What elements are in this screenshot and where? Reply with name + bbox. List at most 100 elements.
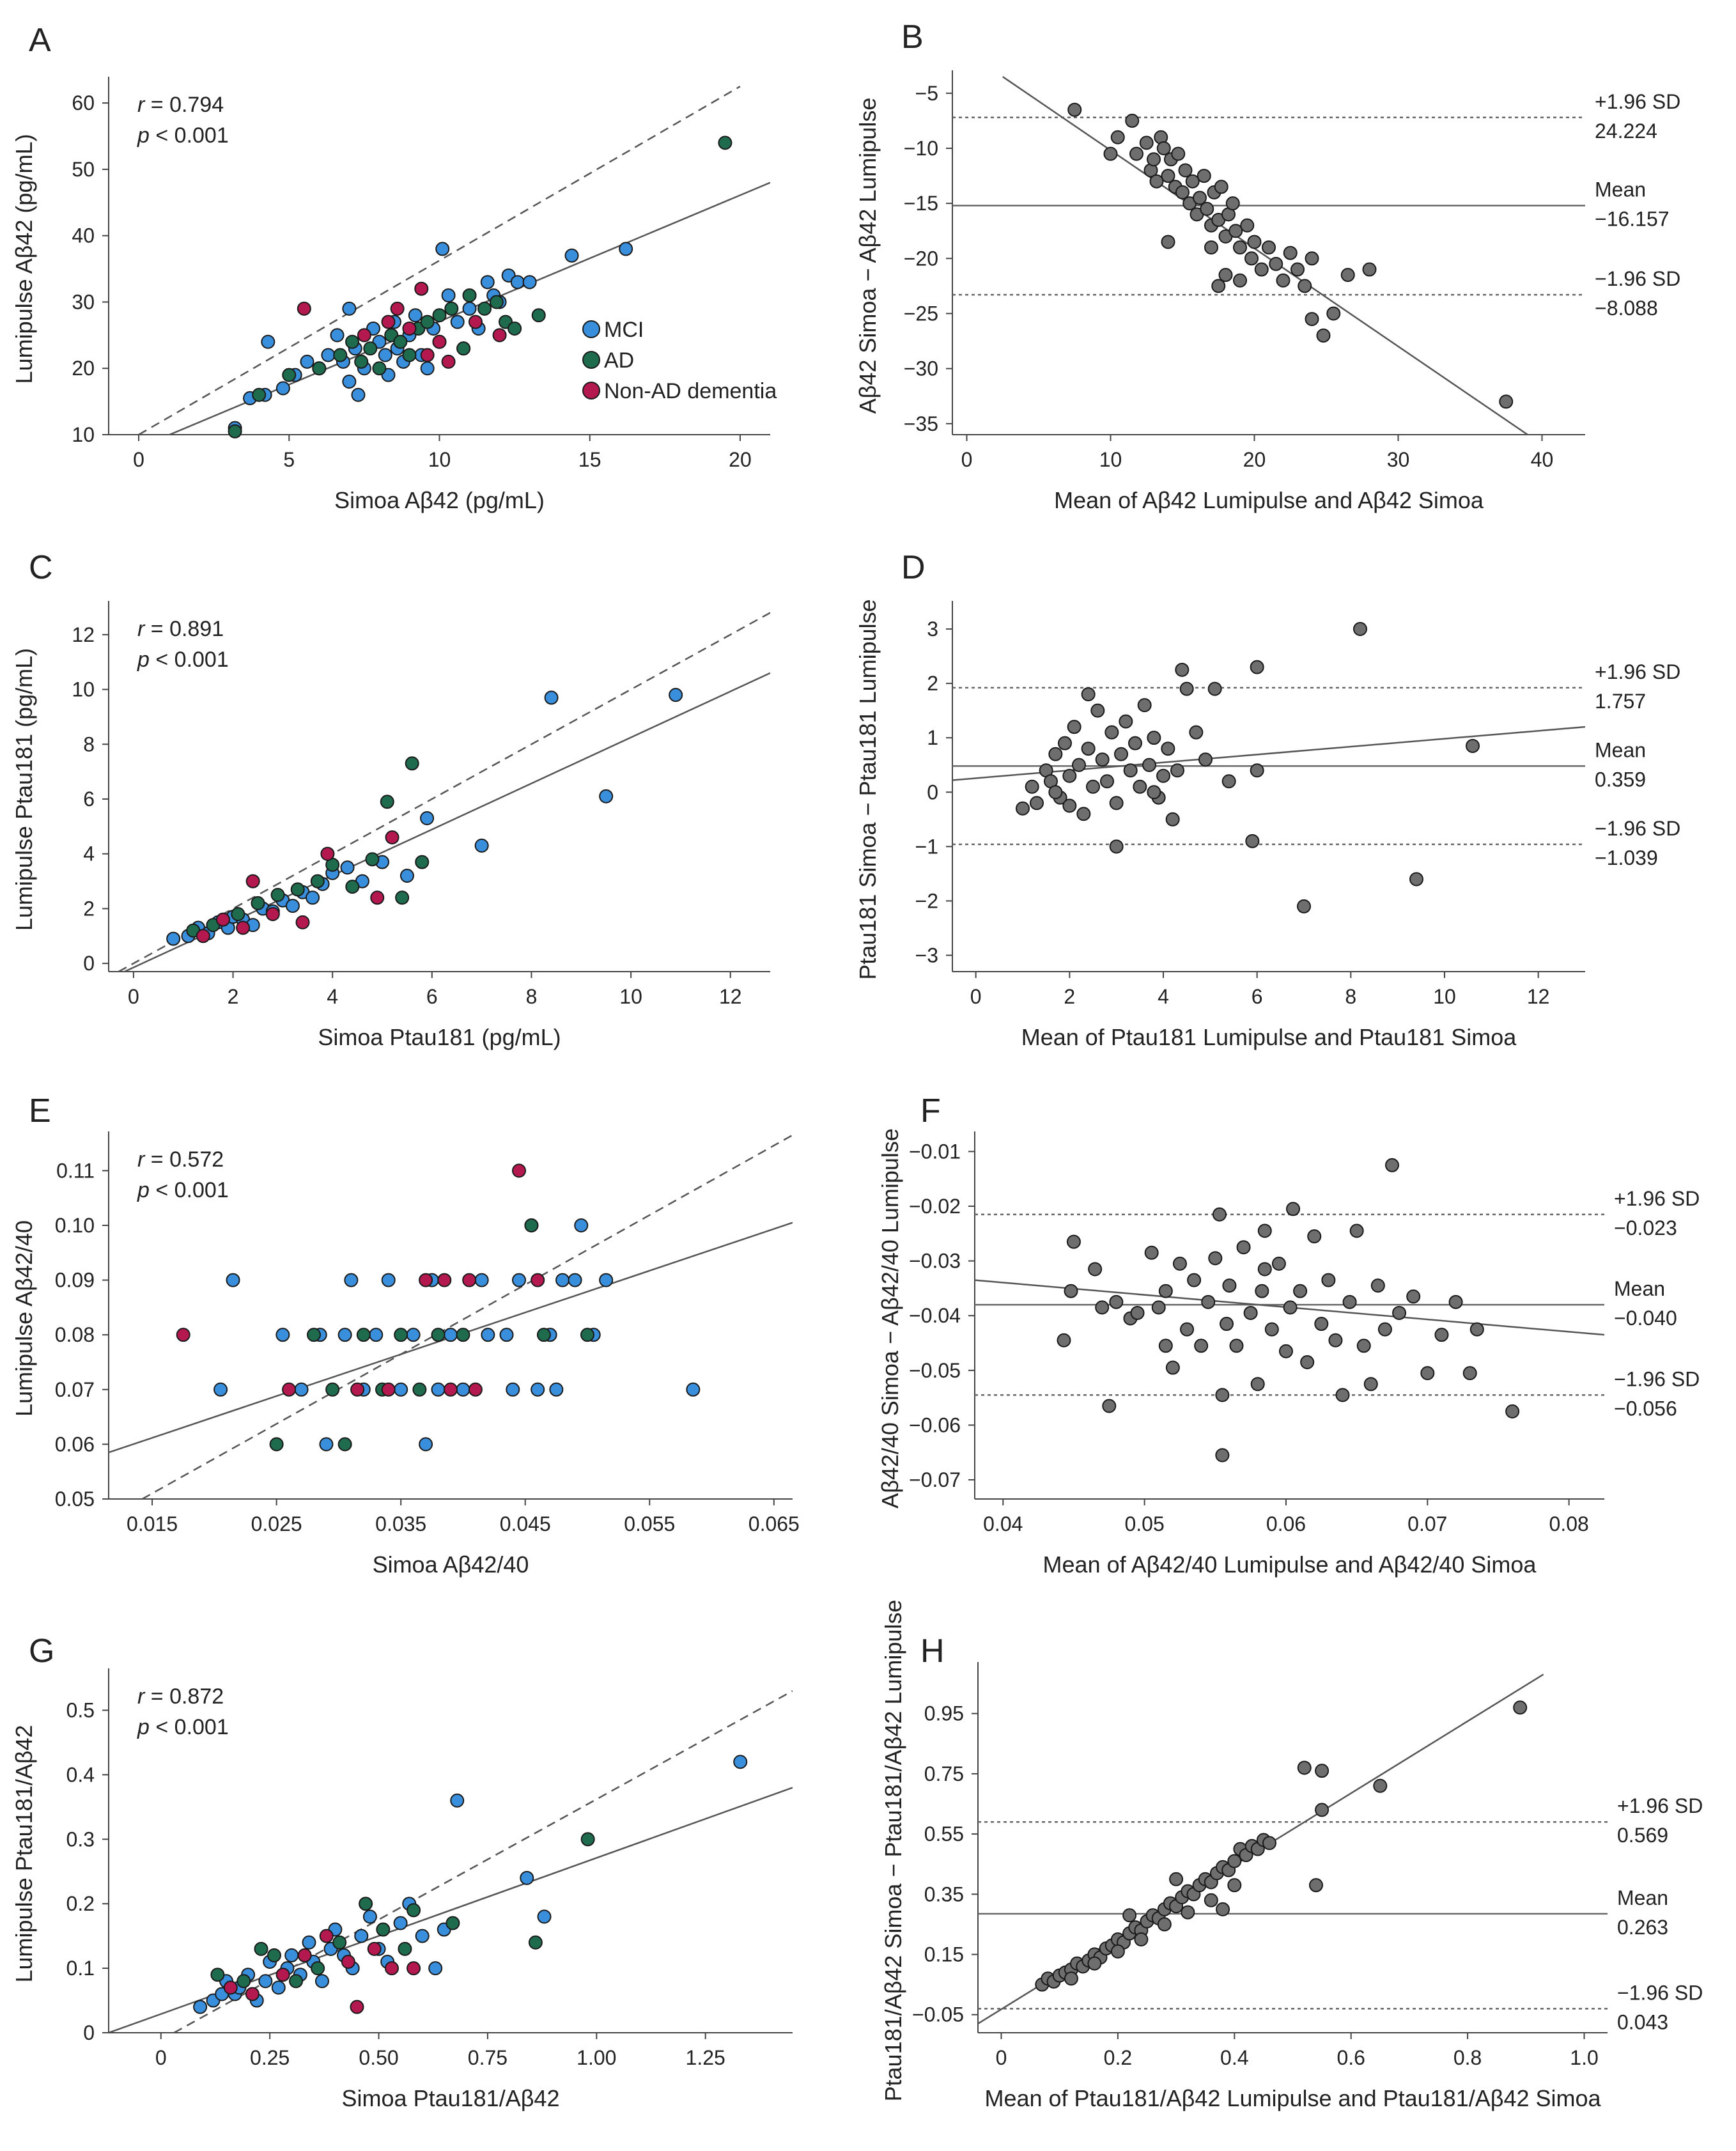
x-axis-label: Mean of Ptau181/Aβ42 Lumipulse and Ptau1…	[984, 2085, 1601, 2111]
difference-point	[1158, 1339, 1173, 1353]
difference-point	[1147, 731, 1161, 745]
difference-point	[1172, 1256, 1187, 1271]
panel-letter: H	[920, 1633, 945, 1670]
difference-point	[1122, 1908, 1137, 1923]
point-ad	[312, 361, 327, 376]
y-tick-label: 0.11	[56, 1159, 95, 1182]
x-tick-label: 8	[526, 985, 538, 1008]
difference-point	[1208, 1251, 1223, 1266]
difference-point	[1157, 1917, 1172, 1932]
point-mci	[599, 789, 614, 804]
p-symbol: p	[137, 1178, 150, 1202]
difference-point	[1305, 251, 1319, 266]
point-mci	[399, 869, 414, 883]
point-non-ad-dementia	[402, 321, 417, 336]
x-tick-label: 0	[970, 985, 982, 1008]
x-tick-label: 0.8	[1453, 2046, 1482, 2069]
difference-point	[1102, 1399, 1117, 1413]
r-value: = 0.872	[144, 1684, 224, 1709]
point-ad	[270, 888, 285, 902]
point-ad	[489, 295, 504, 309]
point-non-ad-dementia	[320, 846, 335, 861]
identity-line	[138, 86, 741, 435]
x-axis-label: Simoa Aβ42/40	[373, 1551, 529, 1578]
difference-point	[1305, 312, 1319, 327]
y-tick-label: 50	[72, 158, 95, 181]
y-tick-label: −0.02	[909, 1195, 961, 1218]
difference-point	[1072, 757, 1086, 772]
y-tick-label: 0	[83, 2021, 95, 2044]
x-axis-label: Mean of Aβ42/40 Lumipulse and Aβ42/40 Si…	[1043, 1551, 1537, 1578]
difference-point	[1123, 763, 1138, 778]
difference-point	[1466, 738, 1480, 753]
point-mci	[354, 1929, 369, 1943]
point-ad	[365, 852, 380, 867]
difference-point	[1086, 779, 1100, 794]
difference-point	[1227, 1878, 1242, 1893]
difference-point	[1095, 1300, 1110, 1315]
point-mci	[574, 1218, 589, 1232]
point-mci	[300, 354, 314, 369]
difference-point	[1264, 1322, 1279, 1337]
point-non-ad-dementia	[357, 328, 371, 343]
point-ad	[310, 874, 325, 889]
point-ad	[580, 1328, 594, 1342]
difference-point	[1090, 703, 1105, 718]
difference-point	[1197, 169, 1211, 183]
point-ad	[363, 341, 378, 356]
point-non-ad-dementia	[245, 874, 260, 889]
x-tick-label: 0.2	[1104, 2046, 1132, 2069]
reference-line-label: −1.96 SD	[1595, 817, 1680, 840]
difference-point	[1088, 1262, 1103, 1277]
difference-point	[1175, 185, 1190, 199]
difference-point	[1181, 1905, 1195, 1920]
y-tick-label: 0.06	[55, 1433, 95, 1456]
y-tick-label: 0	[927, 780, 938, 804]
y-tick-label: 0.05	[55, 1487, 95, 1510]
difference-point	[1243, 1305, 1258, 1320]
x-tick-label: 8	[1345, 985, 1356, 1008]
point-ad	[345, 880, 360, 894]
legend-marker	[582, 351, 600, 369]
point-ad	[395, 890, 410, 905]
point-ad	[394, 1328, 408, 1342]
p-symbol: p	[137, 1715, 150, 1739]
point-mci	[456, 1382, 470, 1397]
y-tick-label: 1	[927, 726, 938, 749]
difference-point	[1064, 1971, 1078, 1986]
difference-point	[1198, 752, 1213, 767]
point-non-ad-dementia	[407, 1961, 421, 1976]
point-ad	[380, 795, 394, 809]
difference-point	[1119, 714, 1133, 729]
reference-line-value: −0.040	[1614, 1307, 1677, 1330]
difference-point	[1137, 698, 1152, 713]
y-tick-label: −0.01	[909, 1140, 961, 1163]
y-tick-label: 0.4	[66, 1763, 95, 1786]
x-tick-label: 0.015	[127, 1512, 178, 1535]
point-non-ad-dementia	[319, 1929, 334, 1943]
difference-point	[1271, 1256, 1286, 1271]
y-axis-label: Lumipulse Ptau181/Aβ42	[11, 1725, 37, 1983]
point-mci	[302, 1935, 316, 1950]
y-tick-label: −5	[915, 82, 938, 105]
point-ad	[372, 361, 387, 376]
difference-point	[1109, 1294, 1124, 1309]
identity-line	[118, 612, 770, 972]
difference-point	[1298, 279, 1312, 293]
point-mci	[444, 1328, 458, 1342]
difference-point	[1067, 720, 1081, 734]
point-mci	[686, 1382, 701, 1397]
difference-point	[1125, 113, 1140, 128]
x-axis-label: Simoa Ptau181 (pg/mL)	[318, 1024, 561, 1050]
y-tick-label: 20	[72, 357, 95, 380]
legend-marker	[582, 320, 600, 338]
point-mci	[568, 1273, 582, 1287]
point-mci	[544, 690, 559, 705]
y-tick-label: −0.04	[909, 1304, 961, 1327]
difference-point	[1278, 1344, 1293, 1358]
difference-point	[1204, 240, 1218, 255]
point-mci	[415, 1929, 430, 1943]
point-ad	[477, 301, 492, 316]
difference-point	[1228, 224, 1243, 238]
